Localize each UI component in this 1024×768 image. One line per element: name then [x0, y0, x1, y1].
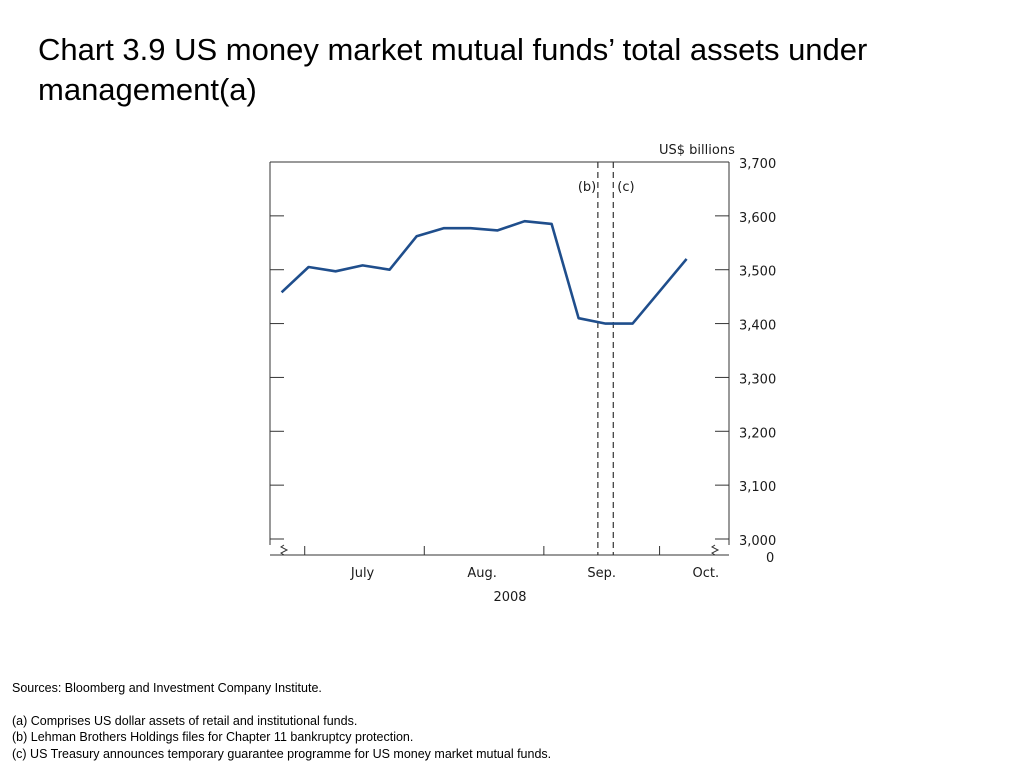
x-axis-label: 2008 [493, 590, 526, 605]
page-title: Chart 3.9 US money market mutual funds’ … [38, 32, 868, 107]
x-tick-label: Oct. [693, 566, 720, 581]
axis-ticks [270, 215, 729, 555]
series-layer [280, 219, 688, 325]
event-markers: (b) (c) [578, 162, 635, 555]
y-tick-label: 3,600 [739, 211, 776, 226]
y-tick-label: 3,000 [739, 534, 776, 549]
chart-notes: Sources: Bloomberg and Investment Compan… [12, 680, 1012, 762]
sources-note: Sources: Bloomberg and Investment Compan… [12, 681, 322, 695]
y-tick-label: 3,200 [739, 426, 776, 441]
x-tick-label: July [350, 566, 375, 581]
event-label: (b) [578, 180, 596, 195]
x-tick-label: Aug. [467, 566, 497, 581]
plot-frame [269, 161, 730, 556]
x-tick-label: Sep. [587, 566, 616, 581]
line-chart: (b) (c) 3,700 3,600 3,500 3,400 3,300 3,200 3,1… [269, 143, 776, 605]
footnote-b: (b) Lehman Brothers Holdings files for C… [12, 730, 414, 744]
footnote-a: (a) Comprises US dollar assets of retail… [12, 713, 358, 728]
y-tick-label: 3,400 [739, 319, 776, 334]
y-zero-label: 0 [766, 551, 774, 566]
axis-labels: 3,700 3,600 3,500 3,400 3,300 3,200 3,100 3,000… [350, 143, 776, 605]
axis-break-left [280, 544, 289, 556]
y-tick-label: 3,300 [739, 372, 776, 387]
y-tick-label: 3,700 [739, 157, 776, 172]
event-label: (c) [617, 180, 634, 195]
y-tick-label: 3,500 [739, 265, 776, 280]
y-tick-label: 3,100 [739, 480, 776, 495]
axis-break-right [711, 544, 720, 556]
y-unit-label: US$ billions [659, 143, 735, 158]
series-line [280, 219, 688, 325]
footnote-c: (c) US Treasury announces temporary guar… [12, 746, 552, 761]
